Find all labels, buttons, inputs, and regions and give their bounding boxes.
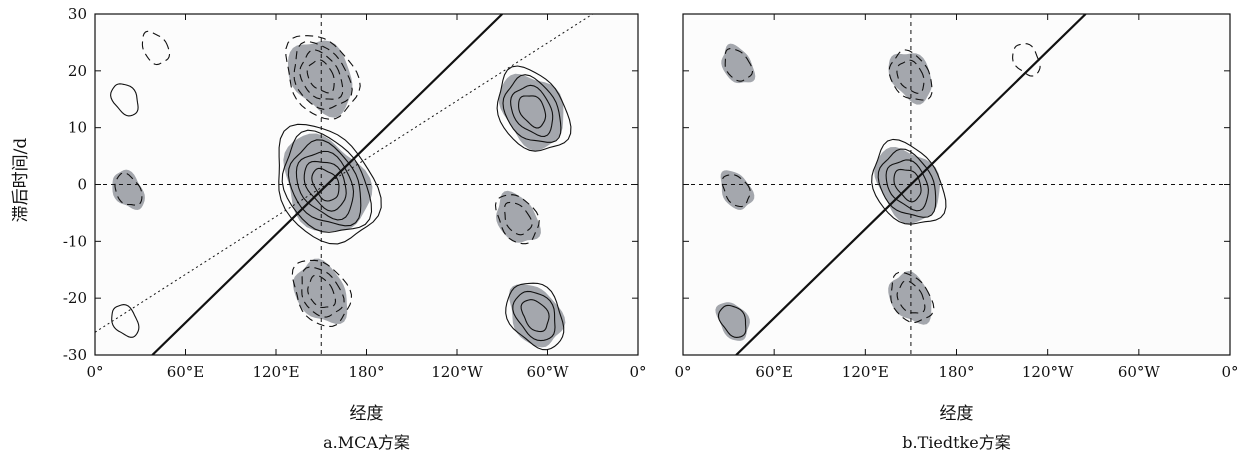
shaded-region [288,40,353,118]
positive-contour [871,138,947,225]
negative-contour [896,59,925,94]
x-tick-label: 120°E [252,363,299,381]
shared-y-axis-label: 滞后时间/d [11,138,31,223]
y-tick-label: 20 [68,62,87,80]
x-tick-label: 120°E [842,363,889,381]
positive-contour [520,299,550,333]
negative-contour [494,194,540,245]
panel-caption: b.Tiedtke方案 [902,433,1010,452]
positive-contour [518,95,547,129]
negative-contour [888,49,933,101]
shaded-region [715,302,750,341]
panel-caption: a.MCA方案 [323,433,410,452]
negative-contour [306,59,335,94]
negative-contour [293,41,353,110]
x-tick-label: 60°E [167,363,205,381]
positive-contour [111,304,140,338]
y-tick-label: -20 [63,289,87,307]
y-tick-label: -30 [63,346,87,364]
y-tick-label: -10 [63,232,87,250]
positive-contour [512,290,556,342]
positive-contour [510,84,554,137]
shaded-region [721,43,756,84]
positive-contour [877,148,937,218]
x-axis-label: 经度 [940,404,974,424]
positive-contour [311,167,340,202]
x-tick-label: 0° [1221,363,1238,381]
negative-contour [896,280,926,314]
shaded-region [498,73,564,151]
negative-contour [299,49,344,100]
reference-speed-line [95,14,594,333]
x-tick-label: 180° [348,363,384,381]
x-tick-label: 120°W [431,363,483,381]
negative-contour [724,48,754,82]
panel-b: 0° 60°E 120°E 180° 120°W 60°W 0° 经度 b.Tiedtke方案 [674,13,1239,452]
plot-content [95,14,638,355]
negative-contour [301,266,345,318]
x-tick-label: 120°W [1022,363,1074,381]
y-tick-label: 30 [68,5,87,23]
negative-contour [291,259,352,328]
shaded-region [112,169,145,210]
x-axis-label: 经度 [350,404,384,424]
positive-contour [502,74,562,143]
negative-contour [721,174,751,208]
positive-contour [885,159,929,212]
positive-contour [110,83,139,117]
positive-contour [505,282,565,351]
x-tick-label: 0° [629,363,646,381]
x-tick-label: 60°E [755,363,793,381]
positive-contour [893,168,922,203]
x-tick-label: 60°W [526,363,569,381]
phase-speed-line [151,14,504,355]
x-tick-label: 180° [938,363,974,381]
x-tick-label: 0° [86,363,103,381]
negative-contour [307,274,337,309]
negative-contour [503,201,533,236]
shaded-region [496,190,541,243]
x-tick-label: 60°W [1118,363,1161,381]
negative-contour [141,30,171,66]
shaded-region [888,53,932,105]
positive-contour [496,65,572,152]
positive-contour [281,129,373,233]
positive-contour [717,304,747,338]
positive-contour [287,139,362,227]
shaded-region [509,284,566,348]
shaded-region [888,271,932,325]
plot-content [683,14,1230,355]
negative-contour [285,35,361,120]
y-tick-label: 0 [77,176,87,194]
phase-speed-line [735,14,1087,355]
y-tick-label: 10 [68,119,87,137]
negative-contour [114,172,143,206]
positive-contour [278,123,382,245]
positive-contour [295,150,355,221]
negative-contour [890,271,935,324]
x-tick-label: 0° [674,363,691,381]
shaded-region [293,258,348,324]
panel-a: 0° 60°E 120°E 180° 120°W 60°W 0°-30-20-1001020… [63,5,647,452]
negative-contour [1012,43,1041,77]
